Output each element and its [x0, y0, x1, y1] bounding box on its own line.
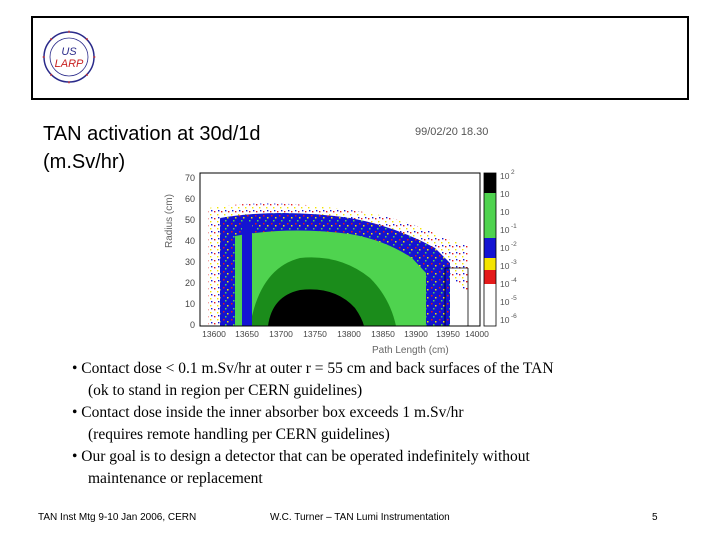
y-tick: 30 — [185, 257, 195, 267]
footer-center: W.C. Turner – TAN Lumi Instrumentation — [270, 512, 450, 523]
colorbar-label: 10 — [500, 279, 510, 289]
bullet-item: • Contact dose inside the inner absorber… — [72, 402, 692, 446]
plot-area — [199, 172, 481, 327]
page-number: 5 — [652, 512, 658, 523]
y-axis-label: Radius (cm) — [164, 194, 175, 248]
us-larp-logo: US LARP — [42, 30, 96, 84]
y-tick: 70 — [185, 173, 195, 183]
y-tick: 60 — [185, 194, 195, 204]
colorbar-exponent: -2 — [511, 241, 517, 248]
colorbar — [483, 172, 497, 327]
y-tick: 0 — [190, 320, 195, 330]
slide-title-line2: (m.Sv/hr) — [43, 151, 126, 173]
x-tick: 13800 — [337, 329, 361, 339]
logo-text-us: US — [61, 46, 77, 58]
bullet-line: • Contact dose inside the inner absorber… — [72, 404, 464, 421]
bullet-item: • Our goal is to design a detector that … — [72, 446, 692, 490]
activation-plot: 99/02/20 18.30 Radius (cm) 0 10 20 30 40… — [164, 126, 517, 356]
x-tick: 13950 — [436, 329, 460, 339]
bullet-list: • Contact dose < 0.1 m.Sv/hr at outer r … — [72, 358, 692, 490]
colorbar-label: 10 — [500, 171, 510, 181]
slide-title: TAN activation at 30d/1d (m.Sv/hr) — [43, 120, 261, 176]
colorbar-label: 10 — [500, 315, 510, 325]
x-tick: 13700 — [269, 329, 293, 339]
colorbar-label: 10 — [500, 297, 510, 307]
x-tick: 13650 — [235, 329, 259, 339]
slide-title-line1: TAN activation at 30d/1d — [43, 123, 261, 145]
bullet-line: • Contact dose < 0.1 m.Sv/hr at outer r … — [72, 360, 554, 377]
colorbar-label: 10 — [500, 225, 510, 235]
x-axis-label: Path Length (cm) — [372, 345, 449, 356]
bullet-line-continued: (requires remote handling per CERN guide… — [88, 426, 390, 443]
x-tick: 14000 — [465, 329, 489, 339]
bullet-line-continued: (ok to stand in region per CERN guidelin… — [88, 382, 363, 399]
colorbar-label: 10 — [500, 261, 510, 271]
x-tick: 13600 — [202, 329, 226, 339]
y-tick: 20 — [185, 278, 195, 288]
colorbar-label: 10 — [500, 207, 510, 217]
x-tick: 13850 — [371, 329, 395, 339]
bullet-line-continued: maintenance or replacement — [88, 470, 263, 487]
header-box — [31, 16, 689, 100]
y-tick: 50 — [185, 215, 195, 225]
footer-left: TAN Inst Mtg 9-10 Jan 2006, CERN — [38, 512, 197, 523]
y-ticks: 0 10 20 30 40 50 60 70 — [185, 173, 195, 330]
x-tick: 13900 — [404, 329, 428, 339]
logo-text-larp: LARP — [55, 58, 84, 70]
bullet-line: • Our goal is to design a detector that … — [72, 448, 530, 465]
colorbar-exponent: -5 — [511, 295, 517, 302]
plot-timestamp: 99/02/20 18.30 — [415, 126, 488, 138]
colorbar-exponent: -3 — [511, 259, 517, 266]
colorbar-exponent: -4 — [511, 277, 517, 284]
colorbar-exponent: 2 — [511, 169, 515, 176]
x-tick: 13750 — [303, 329, 327, 339]
colorbar-label: 10 — [500, 189, 510, 199]
colorbar-labels: 10 2 10 10 10 -1 10 -2 10 -3 10 -4 10 -5… — [500, 169, 517, 325]
colorbar-exponent: -6 — [511, 313, 517, 320]
x-ticks: 13600 13650 13700 13750 13800 13850 1390… — [202, 329, 489, 339]
bullet-item: • Contact dose < 0.1 m.Sv/hr at outer r … — [72, 358, 692, 402]
colorbar-label: 10 — [500, 243, 510, 253]
y-tick: 10 — [185, 299, 195, 309]
colorbar-exponent: -1 — [511, 223, 517, 230]
y-tick: 40 — [185, 236, 195, 246]
